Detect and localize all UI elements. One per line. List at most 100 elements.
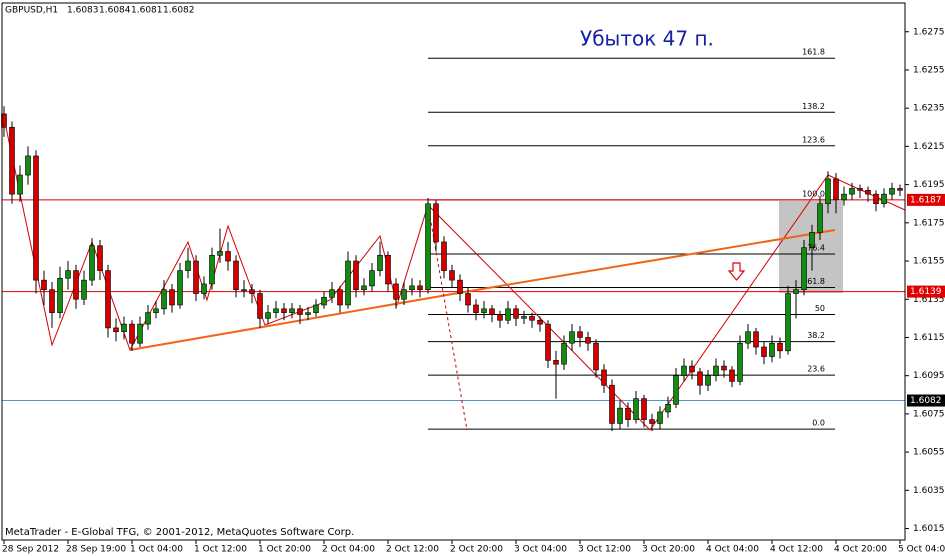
candle-body [137, 323, 143, 344]
x-tick-label: 2 Oct 20:00 [450, 545, 503, 555]
candle-body [521, 316, 527, 319]
candle-body [329, 289, 335, 298]
candle-body [321, 297, 327, 306]
y-tick-label: 1.6195 [913, 180, 945, 190]
candle-body [105, 270, 111, 329]
candle-body [825, 178, 831, 205]
title: Убыток 47 п. [580, 27, 714, 51]
x-tick-label: 3 Oct 20:00 [642, 545, 695, 555]
arrow [727, 262, 746, 281]
candle-body [737, 342, 743, 382]
price-label-bg [907, 285, 945, 298]
candle-body [545, 323, 551, 361]
y-tick-label: 1.6135 [913, 295, 945, 305]
candle-body [273, 308, 279, 313]
x-tick-label: 1 Oct 04:00 [130, 545, 183, 555]
candle-body [281, 308, 287, 313]
fib-label: 123.6 [802, 135, 825, 144]
candle-body [185, 260, 191, 271]
candle-body [433, 203, 439, 243]
candle-body [145, 312, 151, 325]
candle-body [777, 342, 783, 352]
candle-body [377, 255, 383, 271]
candle-body [193, 260, 199, 294]
y-tick-label: 1.6035 [913, 486, 945, 496]
candle-body [513, 308, 519, 319]
candle-body [497, 314, 503, 321]
candle-body [793, 289, 799, 294]
candle-body [681, 365, 687, 376]
x-tick-label: 1 Oct 20:00 [258, 545, 311, 555]
header-price: 1.6081 [131, 6, 163, 16]
y-tick-label: 1.6175 [913, 218, 945, 228]
y-tick-label: 1.6075 [913, 409, 945, 419]
candle-body [537, 319, 543, 325]
x-tick-label: 28 Sep 2012 [2, 545, 59, 555]
candle-body [609, 384, 615, 424]
candle-body [401, 289, 407, 300]
candle-body [9, 126, 15, 195]
candle-body [33, 155, 39, 281]
candle-body [345, 260, 351, 306]
candle-body [201, 283, 207, 294]
candle-body [161, 289, 167, 310]
x-tick-label: 2 Oct 12:00 [386, 545, 439, 555]
candle-body [729, 369, 735, 382]
price-label-bg [907, 193, 945, 206]
candle-body [249, 289, 255, 294]
fib-label: 76.4 [807, 244, 825, 253]
y-tick-label: 1.6215 [913, 142, 945, 152]
y-tick-label: 1.6055 [913, 448, 945, 458]
candle-body [177, 270, 183, 306]
y-tick-label: 1.6115 [913, 333, 945, 343]
candle-body [121, 323, 127, 333]
candle-body [49, 289, 55, 313]
x-tick-label: 3 Oct 04:00 [514, 545, 567, 555]
candle-body [601, 369, 607, 386]
candle-body [489, 308, 495, 315]
candle-body [473, 304, 479, 313]
candle-body [697, 371, 703, 386]
candle-body [153, 308, 159, 313]
candle-body [769, 342, 775, 357]
candle-body [369, 270, 375, 287]
candle-body [761, 346, 767, 357]
candle-body [465, 293, 471, 306]
candle-body [89, 245, 95, 281]
candle-body [393, 283, 399, 300]
y-tick-label: 1.6235 [913, 104, 945, 114]
candle-body [889, 188, 895, 195]
candle-body [73, 270, 79, 300]
candle-body [233, 260, 239, 290]
candle-body [641, 398, 647, 420]
candle-body [625, 407, 631, 420]
y-tick-label: 1.6255 [913, 65, 945, 75]
candle-body [353, 260, 359, 290]
candle-body [713, 365, 719, 376]
x-tick-label: 28 Sep 19:00 [66, 545, 126, 555]
candle-body [97, 245, 103, 271]
fib-label: 61.8 [807, 277, 825, 286]
plot-frame [1, 2, 906, 541]
x-tick-label: 4 Oct 04:00 [706, 545, 759, 555]
candle-body [553, 360, 559, 365]
fib-label: 38.2 [807, 331, 825, 340]
candle-body [849, 188, 855, 195]
candle-body [209, 255, 215, 285]
candle-body [593, 342, 599, 371]
fib-label: 161.8 [802, 48, 825, 57]
candle-body [225, 251, 231, 262]
fib-label: 100.0 [802, 189, 825, 198]
price-label: 1.6082 [910, 396, 942, 406]
candle-body [425, 203, 431, 290]
candle-body [113, 327, 119, 333]
candle-body [673, 375, 679, 405]
x-tick-label: 4 Oct 20:00 [834, 545, 887, 555]
candle-body [633, 398, 639, 420]
footer: MetaTrader - E-Global TFG, © 2001-2012, … [5, 527, 354, 538]
price-label-bg [907, 394, 945, 407]
y-tick-label: 1.6095 [913, 371, 945, 381]
candle-body [569, 331, 575, 344]
candle-body [577, 331, 583, 338]
